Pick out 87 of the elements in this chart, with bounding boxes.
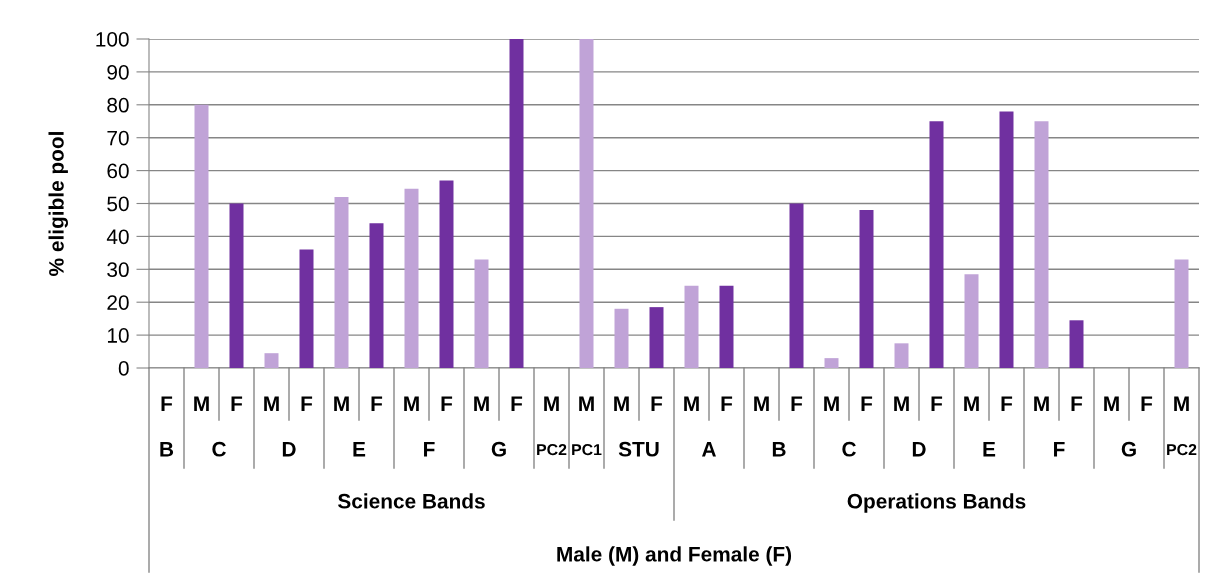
bar: [789, 203, 804, 368]
category-label: Science Bands: [338, 493, 485, 509]
bar: [474, 259, 489, 368]
category-label: M: [754, 396, 769, 411]
category-label: A: [701, 442, 716, 457]
category-label: C: [212, 441, 226, 457]
category-label: E: [983, 442, 996, 457]
category-label: M: [474, 396, 489, 411]
category-label: F: [1001, 396, 1013, 411]
y-tick-label: 60: [107, 163, 129, 179]
category-label: C: [842, 441, 856, 457]
category-label: PC1: [572, 444, 602, 456]
bar: [859, 210, 874, 368]
category-label: F: [161, 396, 173, 411]
bar: [369, 223, 384, 368]
bar: [439, 180, 454, 368]
category-label: PC2: [1167, 444, 1197, 456]
bar: [824, 358, 839, 368]
y-tick-label: 70: [107, 130, 129, 146]
category-label: M: [334, 396, 349, 411]
category-label: PC2: [537, 444, 567, 456]
bar: [649, 307, 664, 368]
category-label: M: [824, 396, 839, 411]
category-label: F: [791, 396, 803, 411]
category-label: G: [1121, 441, 1136, 457]
bar: [299, 249, 314, 368]
category-label: M: [1174, 396, 1189, 411]
category-label: F: [441, 396, 453, 411]
bar: [999, 111, 1014, 368]
category-label: E: [353, 442, 366, 457]
category-label: M: [264, 396, 279, 411]
bar: [229, 203, 244, 368]
y-tick-label: 100: [96, 32, 129, 47]
category-label: F: [231, 396, 243, 411]
bar: [614, 308, 629, 368]
y-tick-label: 10: [107, 328, 129, 343]
category-label: F: [301, 396, 313, 411]
category-label: F: [371, 396, 383, 411]
bar: [719, 285, 734, 368]
category-label: M: [614, 396, 629, 411]
category-label: B: [160, 442, 174, 457]
category-label: M: [1034, 396, 1049, 411]
category-label: M: [684, 396, 699, 411]
y-tick-label: 40: [106, 229, 129, 245]
category-label: M: [544, 396, 559, 411]
y-tick-label: 30: [107, 262, 129, 278]
category-label: F: [1071, 396, 1083, 411]
category-label: F: [424, 442, 435, 457]
bar: [579, 39, 594, 368]
category-label: M: [194, 396, 209, 411]
bar: [264, 353, 279, 368]
category-label: M: [1104, 396, 1119, 411]
bar: [1069, 320, 1084, 368]
y-tick-label: 80: [107, 97, 129, 113]
category-label: M: [579, 396, 594, 411]
category-label: F: [931, 396, 943, 411]
category-label: F: [651, 396, 663, 411]
y-axis-title: % eligible pool: [48, 132, 68, 276]
category-label: F: [511, 396, 523, 411]
category-label: M: [404, 396, 419, 411]
bar: [509, 39, 524, 368]
category-label: B: [772, 442, 786, 457]
category-label: Operations Bands: [847, 493, 1026, 513]
y-tick-label: 0: [118, 361, 129, 376]
category-label: F: [861, 396, 873, 411]
bar: [1174, 259, 1189, 368]
bar: [194, 104, 209, 368]
category-label: M: [894, 396, 909, 411]
bar: [404, 188, 419, 368]
category-label: Male (M) and Female (F): [557, 546, 792, 566]
category-label: G: [491, 441, 506, 457]
bar: [894, 343, 909, 368]
bar: [964, 274, 979, 368]
bar: [684, 285, 699, 368]
category-label: F: [721, 396, 733, 411]
category-label: STU: [618, 441, 659, 457]
y-tick-label: 20: [107, 295, 129, 310]
bar: [1034, 121, 1049, 368]
y-tick-label: 50: [107, 196, 129, 212]
category-label: D: [912, 442, 926, 457]
category-label: F: [1141, 396, 1153, 411]
bar: [334, 196, 349, 368]
category-label: M: [964, 396, 979, 411]
category-label: D: [282, 442, 296, 457]
category-label: F: [1054, 442, 1065, 457]
y-tick-label: 90: [107, 64, 129, 80]
bar: [929, 121, 944, 368]
